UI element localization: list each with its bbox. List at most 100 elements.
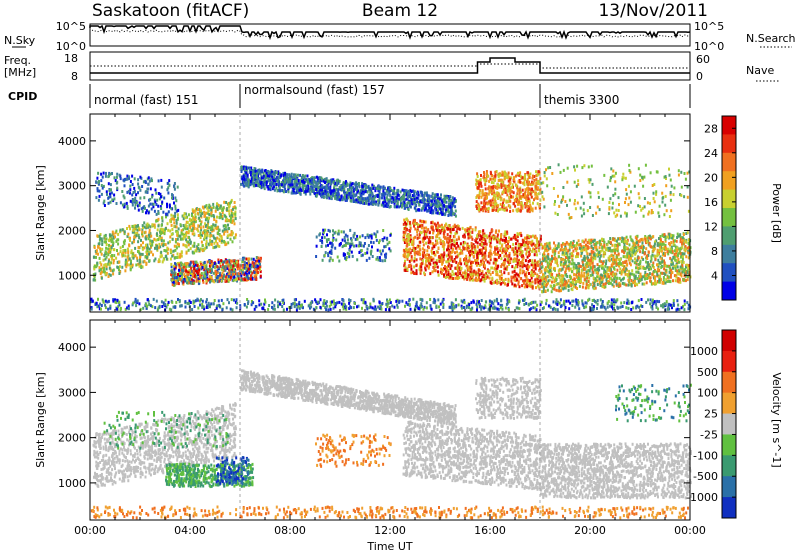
range-gate-cell <box>437 232 439 235</box>
range-gate-cell <box>338 233 340 236</box>
range-gate-cell <box>216 237 218 240</box>
range-gate-cell <box>425 242 427 245</box>
range-gate-cell <box>107 197 109 200</box>
range-gate-cell <box>524 248 526 251</box>
range-gate-cell <box>184 212 186 215</box>
range-gate-cell <box>503 255 505 258</box>
range-gate-cell <box>286 175 288 178</box>
range-gate-cell <box>468 251 470 254</box>
range-gate-cell <box>148 211 150 214</box>
range-gate-cell <box>535 170 537 173</box>
range-gate-cell <box>106 193 108 196</box>
range-gate-cell <box>334 192 336 195</box>
range-gate-cell <box>525 253 527 256</box>
range-gate-cell <box>145 231 147 234</box>
range-gate-cell <box>378 241 380 244</box>
range-gate-cell <box>446 197 448 200</box>
range-gate-cell <box>467 273 469 276</box>
range-gate-cell <box>130 268 132 271</box>
range-gate-cell <box>485 187 487 190</box>
range-gate-cell <box>468 268 470 271</box>
range-gate-cell <box>124 184 126 187</box>
range-gate-cell <box>535 207 537 210</box>
range-gate-cell <box>218 261 220 264</box>
range-gate-cell <box>115 230 117 233</box>
range-gate-cell <box>318 234 320 237</box>
range-gate-cell <box>101 184 103 187</box>
range-gate-cell <box>379 259 381 262</box>
range-gate-cell <box>128 190 130 193</box>
range-gate-cell <box>311 181 313 184</box>
range-gate-cell <box>384 259 386 262</box>
range-gate-cell <box>224 224 226 227</box>
range-gate-cell <box>304 175 306 178</box>
range-gate-cell <box>486 234 488 237</box>
range-gate-cell <box>147 249 149 252</box>
range-gate-cell <box>461 252 463 255</box>
range-gate-cell <box>201 241 203 244</box>
range-gate-cell <box>367 248 369 251</box>
range-gate-cell <box>95 256 97 259</box>
range-gate-cell <box>328 229 330 232</box>
range-gate-cell <box>440 241 442 244</box>
range-gate-cell <box>302 184 304 187</box>
range-gate-cell <box>190 261 192 264</box>
range-gate-cell <box>190 242 192 245</box>
range-gate-cell <box>441 259 443 262</box>
range-gate-cell <box>97 246 99 249</box>
range-gate-cell <box>259 263 261 266</box>
range-gate-cell <box>186 278 188 281</box>
nsearch-tick-low: 10^0 <box>694 40 724 53</box>
range-gate-cell <box>476 256 478 259</box>
range-gate-cell <box>306 186 308 189</box>
range-gate-cell <box>174 215 176 218</box>
range-gate-cell <box>359 241 361 244</box>
range-gate-cell <box>99 235 101 238</box>
range-gate-cell <box>371 197 373 200</box>
range-gate-cell <box>207 210 209 213</box>
range-gate-cell <box>364 242 366 245</box>
range-gate-cell <box>342 245 344 248</box>
range-gate-cell <box>265 169 267 172</box>
range-gate-cell <box>149 259 151 262</box>
range-gate-cell <box>250 171 252 174</box>
range-gate-cell <box>167 229 169 232</box>
range-gate-cell <box>131 225 133 228</box>
range-gate-cell <box>534 253 536 256</box>
range-gate-cell <box>113 254 115 257</box>
range-gate-cell <box>177 238 179 241</box>
range-gate-cell <box>227 234 229 237</box>
range-gate-cell <box>348 189 350 192</box>
range-gate-cell <box>216 227 218 230</box>
range-gate-cell <box>442 269 444 272</box>
range-gate-cell <box>372 187 374 190</box>
range-gate-cell <box>453 273 455 276</box>
range-gate-cell <box>403 223 405 226</box>
range-gate-cell <box>283 185 285 188</box>
range-gate-cell <box>442 201 444 204</box>
range-gate-cell <box>532 235 534 238</box>
range-gate-cell <box>382 229 384 232</box>
range-gate-cell <box>521 255 523 258</box>
range-gate-cell <box>242 265 244 268</box>
range-gate-cell <box>382 201 384 204</box>
range-gate-cell <box>457 227 459 230</box>
range-gate-cell <box>521 243 523 246</box>
range-gate-cell <box>445 260 447 263</box>
range-gate-cell <box>431 259 433 262</box>
range-gate-cell <box>450 267 452 270</box>
range-gate-cell <box>261 181 263 184</box>
range-gate-cell <box>327 193 329 196</box>
range-gate-cell <box>127 256 129 259</box>
range-gate-cell <box>228 278 230 281</box>
range-gate-cell <box>200 236 202 239</box>
range-gate-cell <box>208 204 210 207</box>
range-gate-cell <box>283 190 285 193</box>
range-gate-cell <box>240 183 242 186</box>
range-gate-cell <box>341 230 343 233</box>
range-gate-cell <box>519 271 521 274</box>
range-gate-cell <box>96 249 98 252</box>
range-gate-cell <box>174 268 176 271</box>
range-gate-cell <box>503 261 505 264</box>
range-gate-cell <box>118 261 120 264</box>
